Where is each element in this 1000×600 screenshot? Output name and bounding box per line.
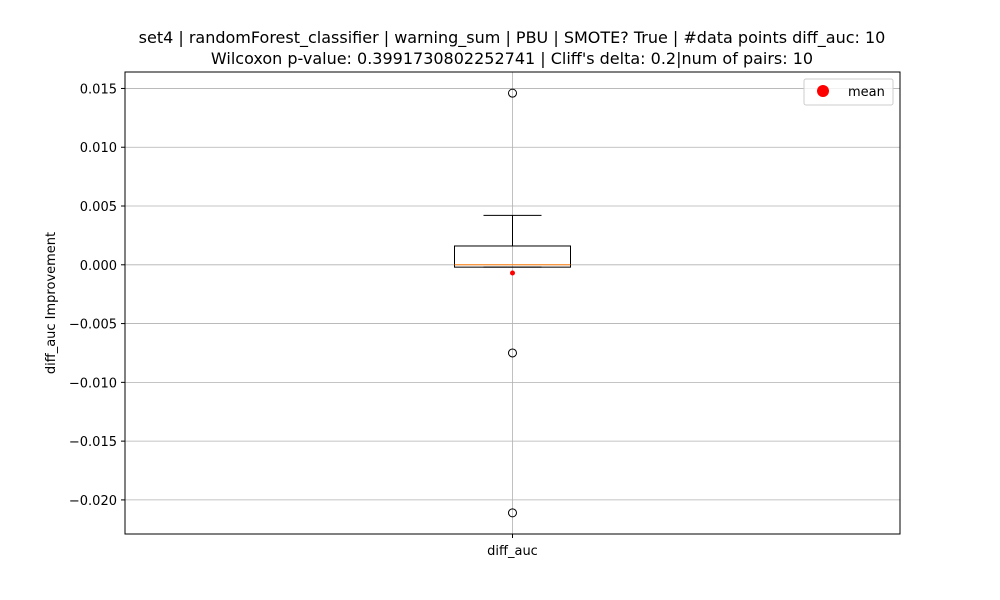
y-tick-label: 0.005 <box>80 200 117 215</box>
chart-subtitle: Wilcoxon p-value: 0.3991730802252741 | C… <box>211 49 813 68</box>
y-tick-label: −0.020 <box>69 494 117 509</box>
y-tick-label: 0.000 <box>80 259 117 274</box>
x-axis-ticks: diff_auc <box>487 534 538 559</box>
y-tick-label: 0.010 <box>80 141 117 156</box>
chart-title: set4 | randomForest_classifier | warning… <box>139 28 886 48</box>
grid-lines <box>125 72 900 534</box>
outlier-point <box>508 88 517 98</box>
y-tick-label: −0.005 <box>69 318 117 333</box>
y-tick-label: 0.015 <box>80 82 117 97</box>
y-axis-label: diff_auc Improvement <box>44 232 59 374</box>
box-plots <box>454 88 571 518</box>
legend-mean-marker <box>817 85 829 97</box>
y-tick-label: −0.015 <box>69 435 117 450</box>
iqr-box <box>454 245 571 268</box>
outlier-point <box>508 348 517 358</box>
y-axis-ticks: −0.020 −0.015 −0.010 −0.005 0.000 0.005 0.010 0… <box>69 82 125 509</box>
y-tick-label: −0.010 <box>69 376 117 391</box>
legend-mean-label: mean <box>848 85 885 100</box>
legend-box <box>803 78 894 106</box>
x-tick-label: diff_auc <box>487 544 538 559</box>
legend: mean <box>803 78 894 106</box>
mean-point <box>510 270 515 276</box>
outlier-point <box>508 508 517 518</box>
